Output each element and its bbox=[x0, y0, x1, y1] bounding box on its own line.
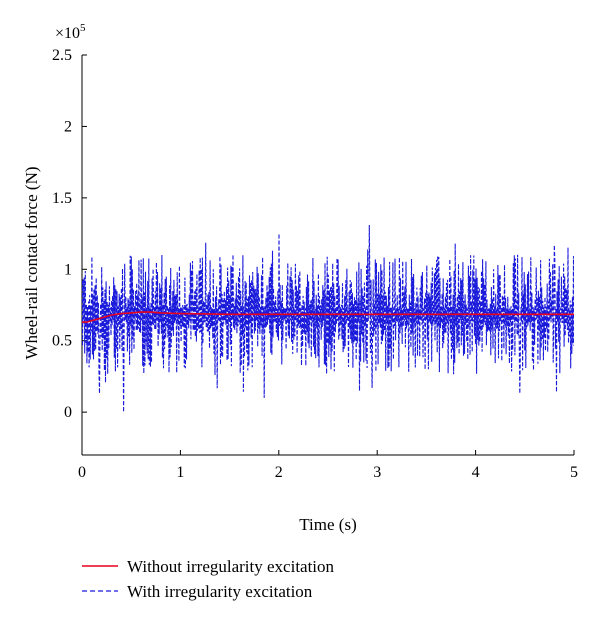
x-tick-label-1: 1 bbox=[176, 464, 184, 481]
y-multiplier-label: ×105 bbox=[55, 22, 86, 42]
y-axis-title: Wheel-rail contact force (N) bbox=[22, 166, 41, 359]
x-axis-title: Time (s) bbox=[299, 515, 356, 534]
legend: Without irregularity excitation With irr… bbox=[82, 557, 335, 601]
series-without-irregularity bbox=[82, 311, 574, 323]
x-tick-label-4: 4 bbox=[472, 464, 480, 481]
x-tick-label-0: 0 bbox=[78, 464, 86, 481]
axis-ticks: 0 1 2 3 4 5 0 0.5 1 1.5 2 2.5 bbox=[52, 47, 578, 481]
y-tick-label-3: 1.5 bbox=[52, 190, 72, 207]
x-tick-label-3: 3 bbox=[373, 464, 381, 481]
legend-label-without: Without irregularity excitation bbox=[127, 557, 335, 576]
x-tick-label-2: 2 bbox=[275, 464, 283, 481]
y-tick-label-5: 2.5 bbox=[52, 47, 72, 64]
y-tick-label-4: 2 bbox=[64, 118, 72, 135]
y-tick-label-0: 0 bbox=[64, 404, 72, 421]
series-with-irregularity bbox=[82, 224, 574, 413]
y-tick-label-2: 1 bbox=[64, 261, 72, 278]
x-tick-label-5: 5 bbox=[570, 464, 578, 481]
legend-label-with: With irregularity excitation bbox=[127, 582, 313, 601]
y-tick-label-1: 0.5 bbox=[52, 333, 72, 350]
y-multiplier-exponent: 5 bbox=[80, 22, 86, 34]
